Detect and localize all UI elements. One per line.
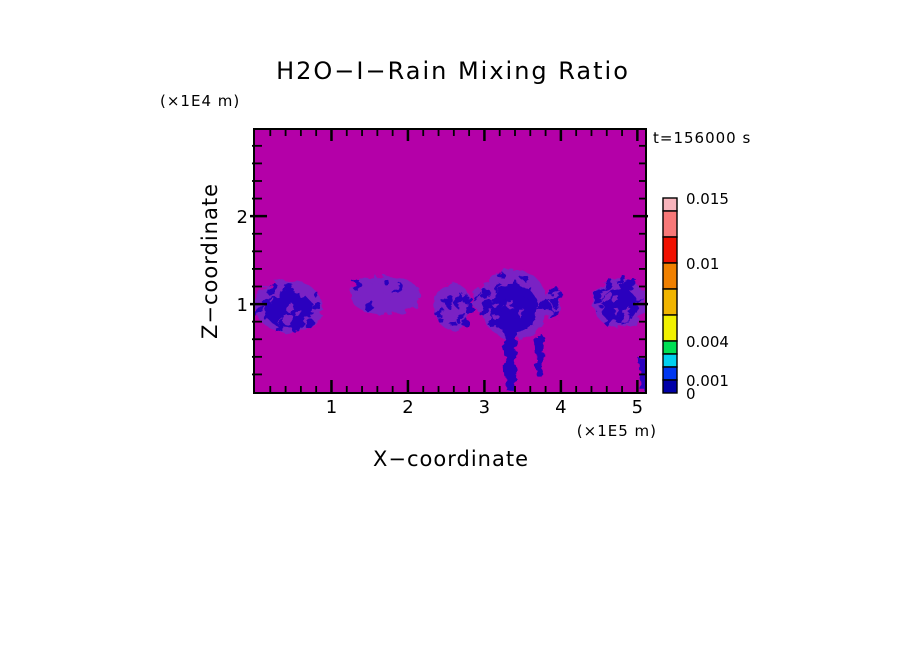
colorbar (662, 197, 678, 394)
colorbar-box (662, 340, 678, 355)
colorbar-box (662, 314, 678, 342)
x-tick-label: 4 (555, 397, 567, 418)
colorbar-box (662, 288, 678, 316)
colorbar-label: 0 (686, 385, 696, 403)
x-tick-label: 5 (631, 397, 644, 418)
colorbar-label: 0.001 (686, 372, 729, 390)
colorbar-label: 0.015 (686, 190, 729, 208)
x-tick-label: 2 (402, 397, 414, 418)
colorbar-box (662, 366, 678, 381)
plot-area (250, 128, 648, 394)
z-axis-unit-label: (×1E4 m) (160, 92, 241, 110)
colorbar-box (662, 379, 678, 394)
z-axis-label: Z−coordinate (198, 183, 222, 339)
axis-ticks (250, 130, 648, 392)
rain-mixing-ratio-field (250, 130, 648, 392)
x-axis-label: X−coordinate (373, 447, 529, 471)
field-background (255, 130, 645, 392)
z-tick-label: 2 (236, 207, 248, 229)
chart-title: H2O−I−Rain Mixing Ratio (276, 57, 630, 85)
x-tick-label: 3 (478, 397, 491, 418)
colorbar-label: 0.01 (686, 255, 720, 273)
colorbar-box (662, 210, 678, 238)
rain-clusters (255, 268, 645, 391)
colorbar-label: 0.004 (686, 333, 729, 351)
x-axis-unit-label: (×1E5 m) (576, 422, 657, 440)
colorbar-box (662, 353, 678, 368)
colorbar-box (662, 262, 678, 290)
colorbar-box (662, 197, 678, 212)
x-tick-label: 1 (325, 397, 338, 418)
time-annotation: t=156000 s (653, 129, 752, 147)
z-tick-label: 1 (236, 295, 248, 317)
colorbar-box (662, 236, 678, 264)
